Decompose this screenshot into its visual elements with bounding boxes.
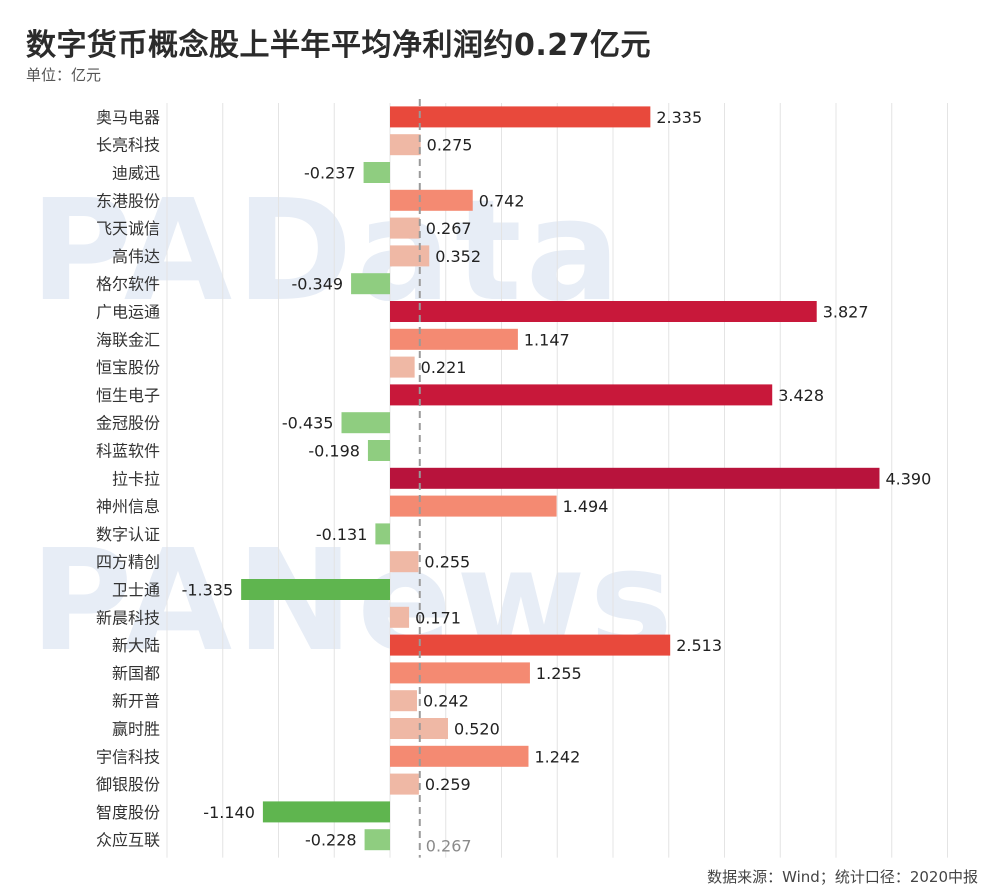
- category-label: 四方精创: [96, 553, 160, 572]
- category-label: 科蓝软件: [96, 442, 160, 461]
- bar: [367, 440, 390, 461]
- bar: [390, 662, 530, 684]
- bar: [390, 634, 671, 656]
- value-label: -0.237: [304, 164, 356, 183]
- chart-title: 数字货币概念股上半年平均净利润约0.27亿元: [26, 28, 652, 63]
- category-label: 东港股份: [96, 191, 160, 210]
- category-label: 金冠股份: [96, 414, 160, 433]
- bar: [390, 384, 773, 406]
- value-label: 2.513: [676, 636, 722, 655]
- bar: [390, 217, 420, 239]
- category-label: 新晨科技: [96, 608, 160, 627]
- category-label: 御银股份: [96, 775, 160, 794]
- value-label: -1.140: [203, 803, 255, 822]
- bar: [390, 245, 430, 267]
- bar-chart: 奥马电器 2.335 长亮科技 0.275 迪威迅 -0.237 东港股份 0.742 飞天诚信…: [96, 99, 948, 858]
- value-label: 1.147: [524, 330, 570, 349]
- bar: [351, 273, 390, 295]
- value-label: 1.242: [534, 747, 580, 766]
- category-label: 迪威迅: [112, 164, 160, 183]
- category-label: 宇信科技: [96, 747, 160, 766]
- bar: [390, 134, 421, 156]
- value-label: 0.275: [427, 136, 473, 155]
- value-label: -0.131: [316, 525, 368, 544]
- data-source-note: 数据来源：Wind；统计口径：2020中报: [707, 868, 978, 886]
- value-label: 0.267: [426, 219, 472, 238]
- bar: [390, 467, 880, 489]
- category-label: 智度股份: [96, 803, 160, 822]
- value-label: 2.335: [656, 108, 702, 127]
- value-label: 0.259: [425, 775, 471, 794]
- value-label: 3.428: [778, 386, 824, 405]
- bar: [390, 690, 417, 712]
- category-label: 神州信息: [96, 497, 160, 516]
- category-label: 飞天诚信: [96, 219, 160, 238]
- category-label: 新开普: [112, 692, 160, 711]
- bar: [390, 189, 473, 211]
- value-label: 1.494: [563, 497, 609, 516]
- category-label: 高伟达: [112, 247, 160, 266]
- value-label: 0.255: [424, 553, 470, 572]
- value-label: 0.171: [415, 608, 461, 627]
- value-label: -1.335: [182, 581, 234, 600]
- value-label: -0.435: [282, 414, 334, 433]
- category-label: 众应互联: [96, 831, 160, 850]
- value-label: -0.349: [292, 275, 344, 294]
- bar: [390, 745, 529, 767]
- bar: [363, 162, 390, 183]
- value-label: 0.242: [423, 692, 469, 711]
- bar: [341, 412, 390, 434]
- category-label: 新大陆: [112, 636, 160, 655]
- bar: [390, 606, 410, 628]
- category-label: 恒宝股份: [96, 358, 160, 377]
- value-label: 4.390: [885, 469, 931, 488]
- bar: [390, 301, 817, 322]
- bar: [241, 579, 390, 600]
- bar: [390, 551, 419, 573]
- category-label: 卫士通: [112, 581, 160, 600]
- category-label: 海联金汇: [96, 330, 160, 349]
- bar: [262, 801, 390, 823]
- chart-unit: 单位：亿元: [26, 66, 102, 84]
- value-label: 0.221: [421, 358, 467, 377]
- average-label: 0.267: [426, 837, 472, 856]
- category-label: 恒生电子: [96, 386, 160, 405]
- category-label: 新国都: [112, 664, 160, 683]
- category-label: 数字认证: [96, 525, 160, 544]
- bar: [364, 829, 390, 851]
- bar: [390, 356, 415, 378]
- bar: [390, 106, 651, 128]
- bar: [390, 328, 518, 350]
- category-label: 赢时胜: [112, 720, 160, 739]
- value-label: 0.520: [454, 720, 500, 739]
- bar: [375, 523, 390, 545]
- value-label: 0.742: [479, 191, 525, 210]
- value-label: -0.198: [308, 442, 360, 461]
- value-label: 3.827: [823, 303, 869, 322]
- bar: [390, 495, 557, 517]
- category-label: 格尔软件: [96, 275, 160, 294]
- category-label: 长亮科技: [96, 136, 160, 155]
- bar: [390, 773, 419, 795]
- value-label: -0.228: [305, 831, 357, 850]
- category-label: 拉卡拉: [112, 469, 160, 488]
- category-label: 广电运通: [96, 303, 160, 322]
- value-label: 0.352: [435, 247, 481, 266]
- value-label: 1.255: [536, 664, 582, 683]
- category-label: 奥马电器: [96, 108, 160, 127]
